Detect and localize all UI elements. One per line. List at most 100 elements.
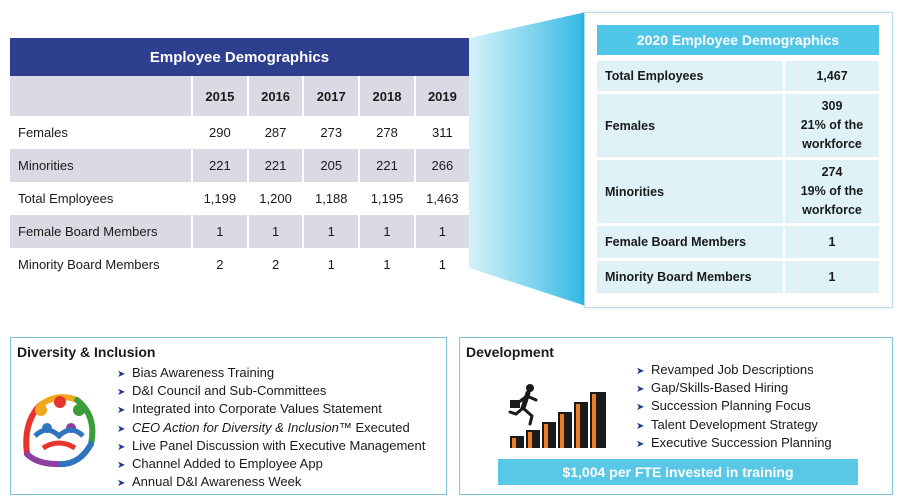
arrow-bullet-icon: ➤ [117,387,126,399]
row-label: Minority Board Members [10,248,192,281]
row-label: Total Employees [10,182,192,215]
value-text: 274 [821,165,843,179]
panel-title: Development [466,344,554,360]
list-item-text: Executive Succession Planning [651,434,832,450]
value-text: 1 [828,269,836,284]
list-item-text: Revamped Job Descriptions [651,362,814,377]
arrow-bullet-icon: ➤ [636,366,645,377]
table-cell: 290 [191,116,248,149]
card-row-label: Total Employees [597,61,785,91]
table-cell: 1 [246,215,304,248]
list-item: ➤ Gap/Skills-Based Hiring [636,379,832,397]
table-cell: 1 [302,248,360,281]
list-item: ➤ Annual D&I Awareness Week [117,473,425,491]
table-cell: 1 [413,215,469,248]
value-note: workforce [802,203,862,217]
list-item-text: Live Panel Discussion with Executive Man… [132,437,426,453]
list-item-text: Bias Awareness Training [132,365,275,380]
table-row: Minorities 221 221 205 221 266 [10,149,469,182]
running-stairs-icon [508,384,606,448]
list-item-text: Channel Added to Employee App [132,455,323,471]
arrow-bullet-icon: ➤ [117,459,126,471]
row-label: Female Board Members [10,215,192,248]
card-row-value: 274 19% of the workforce [785,160,879,223]
list-item-text: Executed [355,419,410,435]
table-cell: 1 [358,215,415,248]
value-note: 19% of the [800,184,864,198]
table-cell: 1,199 [191,182,248,215]
card-row-label: Minority Board Members [597,261,785,293]
value-note: 21% of the [800,118,864,132]
value-text: 1 [828,234,836,249]
value-note: workforce [802,137,862,151]
table-cell: 1,188 [302,182,360,215]
table-row: Minority Board Members 2 2 1 1 1 [10,248,469,281]
list-item: ➤ Executive Succession Planning [636,434,832,452]
development-panel: Development ➤ Reva [459,337,893,495]
year-header: 2018 [358,76,415,116]
value-text: 1,467 [816,68,848,83]
card-row-value: 1 [785,261,879,293]
card-row-label: Female Board Members [597,226,785,258]
list-item: ➤ Bias Awareness Training [117,364,425,382]
card-row: Females 309 21% of the workforce [597,94,879,157]
list-item: ➤ Live Panel Discussion with Executive Ma… [117,437,425,455]
table-cell: 205 [302,149,360,182]
training-investment-banner: $1,004 per FTE invested in training [498,459,858,485]
diversity-inclusion-panel: Diversity & Inclusion ➤ Bias Awareness Tr… [10,337,447,495]
table-cell: 2 [246,248,304,281]
table-cell: 1 [358,248,415,281]
panel-title: Diversity & Inclusion [17,344,156,360]
header-corner [10,76,192,116]
arrow-bullet-icon: ➤ [117,405,126,417]
list-item-text: Integrated into Corporate Values Stateme… [132,401,382,417]
list-item: ➤ Integrated into Corporate Values Statem… [117,400,425,418]
table-row: Total Employees 1,199 1,200 1,188 1,195 … [10,182,469,215]
arrow-bullet-icon: ➤ [636,402,645,414]
list-item: ➤ Talent Development Strategy [636,416,832,434]
table-cell: 2 [191,248,248,281]
arrow-bullet-icon: ➤ [117,369,126,380]
table-cell: 1 [413,248,469,281]
demographics-2020-card: 2020 Employee Demographics Total Employe… [584,12,893,308]
arrow-bullet-icon: ➤ [117,441,126,453]
arrow-bullet-icon: ➤ [117,423,126,435]
card-row-value: 309 21% of the workforce [785,94,879,157]
year-header: 2015 [191,76,248,116]
table-cell: 221 [246,149,304,182]
table-cell: 266 [413,149,469,182]
value-text: 309 [821,99,843,113]
table-cell: 1 [302,215,360,248]
year-header: 2019 [413,76,469,116]
diversity-list: ➤ Bias Awareness Training ➤ D&I Council an… [117,364,425,491]
arrow-bullet-icon: ➤ [636,384,645,396]
list-item-text: Talent Development Strategy [651,416,818,432]
table-cell: 273 [302,116,360,149]
arrow-bullet-icon: ➤ [117,478,126,490]
table-cell: 1,195 [358,182,415,215]
demographics-2020-table: Total Employees 1,467 Females 309 21% of… [597,58,879,296]
card-row-label: Females [597,94,785,157]
list-item: ➤ Succession Planning Focus [636,397,832,415]
card-row: Minority Board Members 1 [597,261,879,293]
list-item-text: Annual D&I Awareness Week [132,474,302,490]
card-row: Female Board Members 1 [597,226,879,258]
list-item-text: D&I Council and Sub-Committees [132,383,327,399]
list-item-text: Succession Planning Focus [651,398,811,414]
table-cell: 1,200 [246,182,304,215]
list-item: ➤ D&I Council and Sub-Committees [117,382,425,400]
table-cell: 221 [358,149,415,182]
card-row: Minorities 274 19% of the workforce [597,160,879,223]
row-label: Minorities [10,149,192,182]
card-title: 2020 Employee Demographics [597,25,879,55]
table-title: Employee Demographics [10,38,469,76]
list-item: ➤ Channel Added to Employee App [117,455,425,473]
employee-demographics-table: Employee Demographics 2015 2016 2017 201… [10,38,469,281]
table-cell: 278 [358,116,415,149]
row-label: Females [10,116,192,149]
table-row: Females 290 287 273 278 311 [10,116,469,149]
list-item: ➤ CEO Action for Diversity & Inclusion™ E… [117,419,425,437]
year-header-row: 2015 2016 2017 2018 2019 [10,76,469,116]
list-item-text-italic: CEO Action for Diversity & Inclusion™ [132,419,352,435]
table-cell: 287 [246,116,304,149]
